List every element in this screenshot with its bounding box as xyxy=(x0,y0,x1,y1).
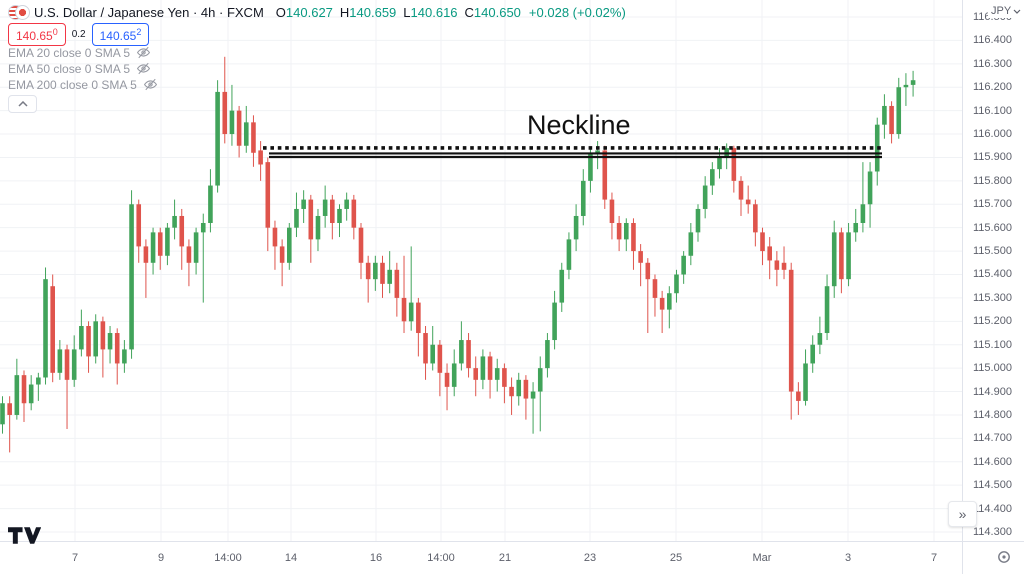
chevron-down-icon xyxy=(1013,9,1021,14)
buy-button[interactable]: 140.652 xyxy=(91,23,150,46)
price-tick-label: 115.000 xyxy=(973,362,1012,375)
time-tick-label: 3 xyxy=(844,552,852,564)
price-tick-label: 115.100 xyxy=(973,338,1012,351)
indicator-row-ema200[interactable]: EMA 200 close 0 SMA 5 xyxy=(8,77,626,92)
time-axis[interactable]: 7 9 14:00 14 16 14:00 21 23 25 Mar 3 7 xyxy=(0,541,1024,574)
chart-legend: U.S. Dollar / Japanese Yen · 4h · FXCM O… xyxy=(8,3,626,113)
chevron-up-icon xyxy=(17,101,28,107)
price-axis[interactable]: 116.500116.400116.300116.200116.100116.0… xyxy=(962,0,1024,541)
price-tick-label: 116.400 xyxy=(973,34,1012,47)
time-axis-settings-icon[interactable] xyxy=(995,548,1013,566)
tradingview-logo[interactable] xyxy=(8,527,42,549)
time-tick-label: 7 xyxy=(930,552,938,564)
neckline-annotation-label[interactable]: Neckline xyxy=(527,110,631,140)
price-tick-label: 116.100 xyxy=(973,104,1012,117)
price-tick-label: 115.900 xyxy=(973,151,1012,164)
candles-layer xyxy=(0,56,916,453)
time-tick-label: 23 xyxy=(583,552,597,564)
eye-hidden-icon[interactable] xyxy=(136,46,151,59)
price-tick-label: 114.800 xyxy=(973,408,1012,421)
currency-pair-icon xyxy=(8,3,30,21)
ohlc-item: O140.627 xyxy=(275,4,333,20)
price-tick-label: 115.700 xyxy=(973,198,1012,211)
price-tick-label: 114.400 xyxy=(973,502,1012,515)
time-tick-label: 7 xyxy=(71,552,79,564)
price-tick-label: 115.400 xyxy=(973,268,1012,281)
spread-value: 0.2 xyxy=(71,29,86,40)
price-tick-label: 115.800 xyxy=(973,174,1012,187)
quote-row: 140.650 0.2 140.652 xyxy=(8,23,626,46)
time-tick-label: 14:00 xyxy=(427,552,455,564)
change-value: +0.028 (+0.02%) xyxy=(528,4,626,20)
grid-layer xyxy=(0,0,962,541)
price-tick-label: 114.500 xyxy=(973,479,1012,492)
time-tick-label: 16 xyxy=(369,552,383,564)
neckline-drawing[interactable] xyxy=(263,146,882,159)
price-tick-label: 115.600 xyxy=(973,221,1012,234)
time-tick-label: 9 xyxy=(157,552,165,564)
ohlc-item: C140.650 xyxy=(464,4,521,20)
scroll-to-latest-button[interactable]: » xyxy=(948,501,977,527)
symbol-title[interactable]: U.S. Dollar / Japanese Yen · 4h · FXCM xyxy=(34,4,264,20)
price-tick-label: 116.200 xyxy=(973,81,1012,94)
eye-hidden-icon[interactable] xyxy=(136,62,151,75)
price-tick-label: 115.300 xyxy=(973,291,1012,304)
symbol-title-row[interactable]: U.S. Dollar / Japanese Yen · 4h · FXCM O… xyxy=(8,3,626,21)
indicator-label: EMA 200 close 0 SMA 5 xyxy=(8,77,137,92)
time-tick-label: 25 xyxy=(669,552,683,564)
price-tick-label: 115.500 xyxy=(973,245,1012,258)
price-tick-label: 116.300 xyxy=(973,57,1012,70)
ohlc-values: O140.627 H140.659 L140.616 C140.650 xyxy=(276,5,521,20)
legend-collapse-button[interactable] xyxy=(8,95,37,113)
time-tick-label: 14:00 xyxy=(214,552,242,564)
price-tick-label: 115.200 xyxy=(973,315,1012,328)
price-tick-label: 114.300 xyxy=(973,525,1012,538)
price-tick-label: 114.600 xyxy=(973,455,1012,468)
indicator-row-ema50[interactable]: EMA 50 close 0 SMA 5 xyxy=(8,61,626,76)
indicator-row-ema20[interactable]: EMA 20 close 0 SMA 5 xyxy=(8,45,626,60)
price-tick-label: 114.900 xyxy=(973,385,1012,398)
ohlc-item: H140.659 xyxy=(339,4,397,20)
chart-canvas[interactable] xyxy=(0,0,962,541)
price-tick-label: 116.000 xyxy=(973,128,1012,141)
indicator-label: EMA 20 close 0 SMA 5 xyxy=(8,45,131,60)
indicator-label: EMA 50 close 0 SMA 5 xyxy=(8,61,131,76)
time-tick-label: 14 xyxy=(284,552,298,564)
price-tick-label: 114.700 xyxy=(973,432,1012,445)
currency-dropdown[interactable]: JPY xyxy=(988,4,1024,18)
sell-button[interactable]: 140.650 xyxy=(8,23,66,46)
ohlc-item: L140.616 xyxy=(403,4,458,20)
eye-hidden-icon[interactable] xyxy=(143,78,158,91)
time-tick-label: Mar xyxy=(752,552,772,564)
axis-divider xyxy=(962,542,963,574)
time-tick-label: 21 xyxy=(498,552,512,564)
